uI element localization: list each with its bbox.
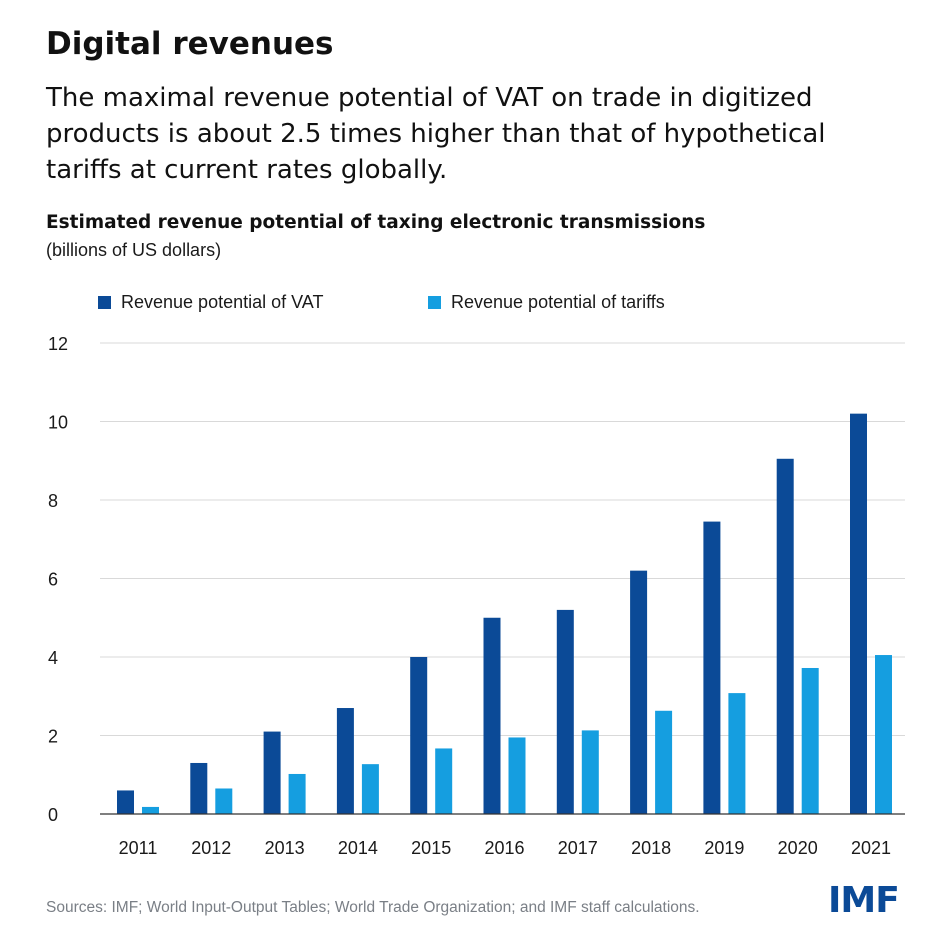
source-note: Sources: IMF; World Input-Output Tables;… (46, 899, 700, 916)
bar-vat (483, 617, 501, 814)
y-tick-label: 4 (48, 648, 58, 668)
chart-unit-label: (billions of US dollars) (46, 240, 222, 260)
x-tick-label: 2021 (851, 838, 891, 858)
bar-vat (410, 657, 428, 814)
legend-label-vat: Revenue potential of VAT (121, 292, 324, 312)
bar-tariffs (801, 667, 819, 814)
bar-vat (336, 708, 354, 814)
x-tick-label: 2016 (484, 838, 524, 858)
x-tick-label: 2012 (191, 838, 231, 858)
bar-vat (556, 609, 574, 814)
x-tick-label: 2019 (704, 838, 744, 858)
y-tick-label: 8 (48, 491, 58, 511)
y-tick-label: 2 (48, 727, 58, 747)
imf-logo: IMF (828, 880, 900, 921)
y-tick-label: 12 (48, 334, 68, 354)
bar-vat (190, 762, 208, 814)
x-tick-label: 2015 (411, 838, 451, 858)
bar-tariffs (361, 764, 379, 814)
x-tick-label: 2020 (778, 838, 818, 858)
bar-vat (630, 570, 648, 814)
legend-swatch-tariffs (428, 296, 441, 309)
bar-tariffs (581, 730, 599, 814)
chart-legend: Revenue potential of VAT Revenue potenti… (0, 292, 950, 316)
bar-tariffs (435, 748, 453, 814)
legend-label-tariffs: Revenue potential of tariffs (451, 292, 665, 312)
bar-vat (703, 521, 721, 814)
legend-item-tariffs: Revenue potential of tariffs (428, 292, 665, 313)
bar-vat (776, 458, 794, 814)
legend-swatch-vat (98, 296, 111, 309)
bar-tariffs (728, 693, 746, 814)
bar-tariffs (142, 806, 159, 814)
y-tick-label: 0 (48, 805, 58, 825)
x-tick-label: 2017 (558, 838, 598, 858)
subheadline: The maximal revenue potential of VAT on … (46, 83, 826, 185)
bar-tariffs (288, 773, 306, 814)
bar-vat (117, 790, 134, 814)
y-tick-label: 6 (48, 570, 58, 590)
x-tick-label: 2014 (338, 838, 378, 858)
headline: Digital revenues (46, 26, 334, 62)
bar-tariffs (655, 710, 673, 814)
x-tick-label: 2018 (631, 838, 671, 858)
bar-vat (263, 731, 281, 814)
y-tick-label: 10 (48, 413, 68, 433)
bar-tariffs (875, 655, 892, 814)
bar-tariffs (215, 788, 233, 814)
bar-vat (850, 413, 867, 814)
bar-tariffs (508, 737, 526, 814)
chart-title: Estimated revenue potential of taxing el… (46, 212, 706, 233)
x-tick-label: 2011 (119, 838, 158, 858)
x-tick-label: 2013 (265, 838, 305, 858)
legend-item-vat: Revenue potential of VAT (98, 292, 323, 313)
